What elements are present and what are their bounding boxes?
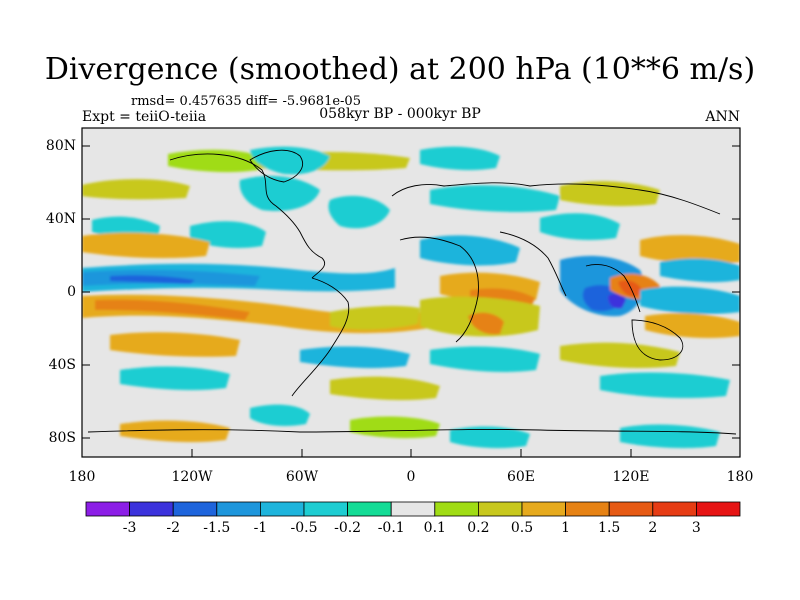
colorbar-label: 1.5 [598,520,621,536]
colorbar-label: 0.2 [467,520,490,536]
lon-label-180e: 180 [726,469,754,485]
lat-label-40n: 40N [45,211,76,227]
colorbar-label: -2 [166,520,180,536]
colorbar-swatch [129,501,174,517]
colorbar-label: 2 [648,520,658,536]
lat-label-eq: 0 [67,284,76,300]
colorbar-swatch [565,501,610,517]
lon-label-60e: 60E [506,469,536,485]
lon-label-180w: 180 [68,469,96,485]
lon-label-60w: 60W [285,469,319,485]
map-title: Divergence (smoothed) at 200 hPa (10**6 … [44,52,756,87]
lat-ticks [82,145,740,439]
colorbar-label: -0.5 [290,520,318,536]
lon-label-120e: 120E [612,469,650,485]
colorbar-swatch [390,501,436,517]
lat-label-80s: 80S [48,430,76,446]
colorbar-label: 0.5 [510,520,534,536]
colorbar-swatch [434,501,479,517]
lon-label-0: 0 [406,469,416,485]
colorbar-swatch [172,501,218,517]
colorbar-label: -1.5 [203,520,231,536]
lat-label-40s: 40S [48,357,76,373]
lon-label-120w: 120W [171,469,213,485]
colorbar-swatch [216,501,261,517]
colorbar-label: 0.1 [423,520,446,536]
colorbar-swatch [696,501,741,517]
experiment-label: Expt = teiiO-teiia [82,109,207,125]
colorbar-label: -0.1 [377,520,405,536]
period-label: 058kyr BP - 000kyr BP [319,106,481,122]
colorbar-label: 1 [561,520,571,536]
colorbar-label: 3 [691,520,701,536]
season-label: ANN [705,109,740,125]
colorbar-swatch [85,501,130,517]
stats-label: rmsd= 0.457635 diff= -5.9681e-05 [131,94,361,109]
colorbar-swatch [477,501,523,517]
colorbar-label: -1 [253,520,268,536]
colorbar-swatch [608,501,654,517]
colorbar-label: -3 [122,520,137,536]
colorbar-label: -0.2 [334,520,362,536]
colorbar-swatch [347,501,392,517]
colorbar [85,501,741,517]
lat-label-80n: 80N [45,138,76,154]
divergence-field [82,146,740,449]
lon-ticks [81,449,741,457]
coastlines [87,149,737,435]
colorbar-swatch [521,501,566,517]
colorbar-swatch [303,501,348,517]
colorbar-swatch [652,501,697,517]
colorbar-swatch [259,501,305,517]
